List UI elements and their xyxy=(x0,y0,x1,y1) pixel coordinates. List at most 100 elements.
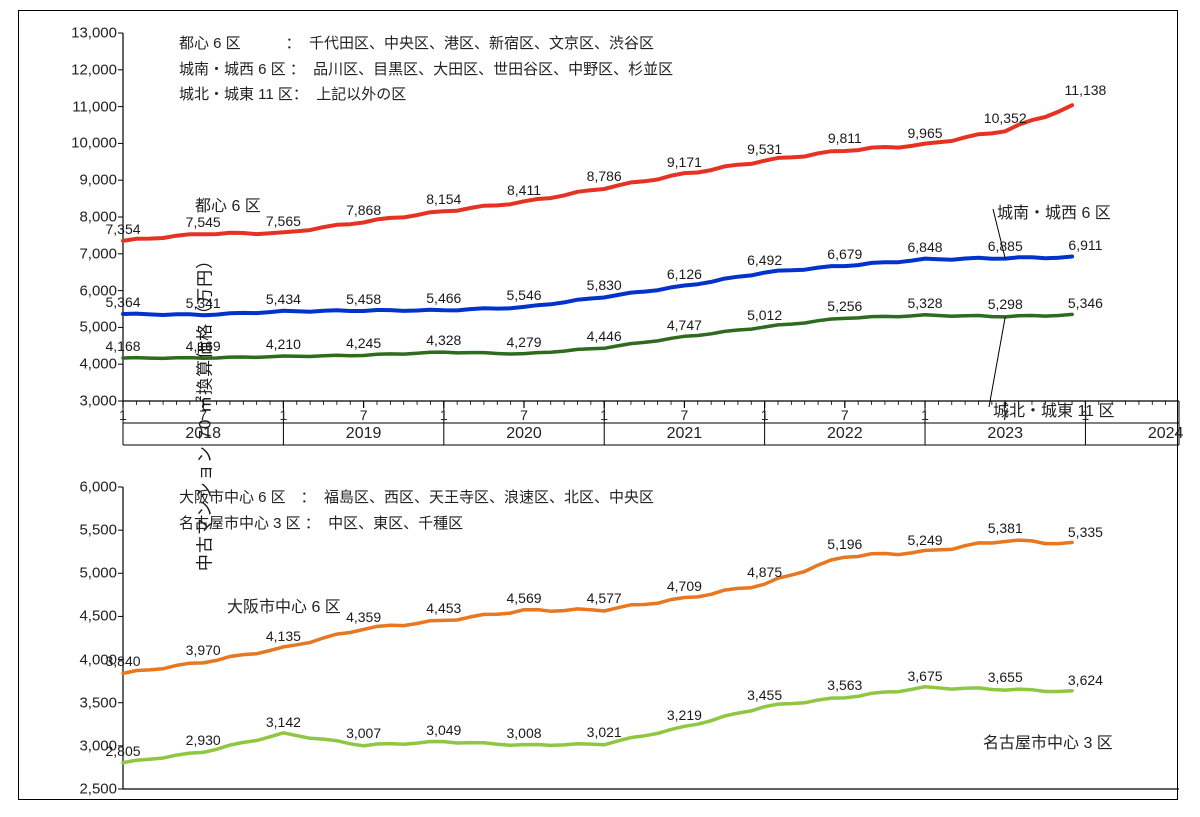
data-label: 9,171 xyxy=(667,154,702,170)
data-label: 5,012 xyxy=(747,307,782,323)
data-label: 5,466 xyxy=(426,290,461,306)
legend-osaka-nagoya: 大阪市中心 6 区 ： 福島区、西区、天王寺区、浪速区、北区、中央区 名古屋市中… xyxy=(179,485,654,536)
chart-frame: 中古マンション 70 ㎡換算価格（万円） 都心 6 区 ： 千代田区、中央区、港… xyxy=(18,10,1178,800)
data-label: 2,930 xyxy=(186,732,221,748)
data-label: 5,298 xyxy=(988,296,1023,312)
series-name-nagoya3: 名古屋市中心 3 区 xyxy=(983,729,1113,753)
data-label: 3,624 xyxy=(1068,672,1103,688)
data-label: 7,354 xyxy=(105,221,140,237)
data-label: 4,577 xyxy=(587,590,622,606)
panel-tokyo: 都心 6 区 ： 千代田区、中央区、港区、新宿区、文京区、渋谷区 城南・城西 6… xyxy=(123,27,1179,451)
data-label: 9,811 xyxy=(828,130,862,146)
data-label: 3,142 xyxy=(266,714,301,730)
data-label: 4,168 xyxy=(105,338,140,354)
data-label: 5,328 xyxy=(907,295,942,311)
data-label: 4,709 xyxy=(667,578,702,594)
xtick-year: 2022 xyxy=(827,425,863,443)
chart-page: 中古マンション 70 ㎡換算価格（万円） 都心 6 区 ： 千代田区、中央区、港… xyxy=(0,0,1200,817)
ytick-label: 7,000 xyxy=(79,245,117,262)
data-label: 4,569 xyxy=(506,590,541,606)
series-name-toshin6: 都心 6 区 xyxy=(195,192,261,216)
data-label: 6,885 xyxy=(988,238,1023,254)
ytick-label: 5,000 xyxy=(79,565,117,582)
data-label: 5,434 xyxy=(266,291,301,307)
ytick-label: 10,000 xyxy=(71,135,117,152)
data-label: 10,352 xyxy=(984,110,1027,126)
data-label: 8,786 xyxy=(587,168,622,184)
data-label: 4,210 xyxy=(266,336,301,352)
data-label: 6,848 xyxy=(907,239,942,255)
data-label: 3,840 xyxy=(105,653,140,669)
ytick-label: 4,500 xyxy=(79,608,117,625)
data-label: 3,563 xyxy=(827,677,862,693)
data-label: 5,381 xyxy=(988,520,1023,536)
ytick-label: 9,000 xyxy=(79,172,117,189)
data-label: 4,279 xyxy=(506,334,541,350)
legend-tokyo: 都心 6 区 ： 千代田区、中央区、港区、新宿区、文京区、渋谷区 城南・城西 6… xyxy=(179,31,673,108)
data-label: 4,747 xyxy=(667,317,702,333)
data-label: 3,049 xyxy=(426,722,461,738)
xtick-month: 1 xyxy=(440,407,448,423)
xtick-month: 7 xyxy=(681,407,689,423)
data-label: 4,135 xyxy=(266,628,301,644)
data-label: 9,531 xyxy=(747,141,782,157)
ytick-label: 3,000 xyxy=(79,393,117,410)
data-label: 7,565 xyxy=(266,213,301,229)
panel-osaka-nagoya: 大阪市中心 6 区 ： 福島区、西区、天王寺区、浪速区、北区、中央区 名古屋市中… xyxy=(123,481,1179,795)
data-label: 3,021 xyxy=(587,724,622,740)
data-label: 5,830 xyxy=(587,277,622,293)
data-label: 3,008 xyxy=(506,725,541,741)
ytick-label: 2,500 xyxy=(79,781,117,798)
ytick-label: 3,500 xyxy=(79,694,117,711)
data-label: 3,970 xyxy=(186,642,221,658)
data-label: 8,154 xyxy=(426,191,461,207)
ytick-label: 5,000 xyxy=(79,319,117,336)
data-label: 4,875 xyxy=(747,564,782,580)
data-label: 5,341 xyxy=(186,295,221,311)
xtick-month: 1 xyxy=(921,407,929,423)
data-label: 3,675 xyxy=(907,668,942,684)
data-label: 5,364 xyxy=(105,294,140,310)
data-label: 11,138 xyxy=(1065,82,1107,98)
data-label: 7,868 xyxy=(346,202,381,218)
xtick-year: 2021 xyxy=(667,425,703,443)
series-name-jonan6: 城南・城西 6 区 xyxy=(997,199,1111,223)
ytick-label: 12,000 xyxy=(71,61,117,78)
xtick-month: 1 xyxy=(119,407,127,423)
data-label: 3,455 xyxy=(747,687,782,703)
ytick-label: 13,000 xyxy=(71,25,117,42)
data-label: 5,196 xyxy=(827,536,862,552)
data-label: 6,911 xyxy=(1068,237,1102,253)
xtick-year: 2024 xyxy=(1148,425,1184,443)
data-label: 3,655 xyxy=(988,669,1023,685)
data-label: 2,805 xyxy=(105,743,140,759)
ytick-label: 6,000 xyxy=(79,479,117,496)
data-label: 5,256 xyxy=(827,298,862,314)
xtick-month: 7 xyxy=(520,407,528,423)
data-label: 6,126 xyxy=(667,266,702,282)
ytick-label: 4,000 xyxy=(79,356,117,373)
data-label: 8,411 xyxy=(507,182,541,198)
data-label: 4,169 xyxy=(186,338,221,354)
xtick-month: 7 xyxy=(360,407,368,423)
xtick-year: 2019 xyxy=(346,425,382,443)
xtick-month: 1 xyxy=(761,407,769,423)
xtick-year: 2023 xyxy=(987,425,1023,443)
data-label: 4,328 xyxy=(426,332,461,348)
data-label: 5,335 xyxy=(1068,524,1103,540)
ytick-label: 5,500 xyxy=(79,522,117,539)
data-label: 7,545 xyxy=(186,214,221,230)
data-label: 3,219 xyxy=(667,707,702,723)
data-label: 3,007 xyxy=(346,725,381,741)
data-label: 6,492 xyxy=(747,252,782,268)
data-label: 5,346 xyxy=(1068,295,1103,311)
data-label: 4,245 xyxy=(346,335,381,351)
data-label: 4,446 xyxy=(587,328,622,344)
data-label: 4,359 xyxy=(346,609,381,625)
data-label: 6,679 xyxy=(827,246,862,262)
data-label: 9,965 xyxy=(907,125,942,141)
data-label: 5,458 xyxy=(346,291,381,307)
data-label: 5,249 xyxy=(907,532,942,548)
xtick-month: 7 xyxy=(841,407,849,423)
series-name-osaka6: 大阪市中心 6 区 xyxy=(227,593,341,617)
